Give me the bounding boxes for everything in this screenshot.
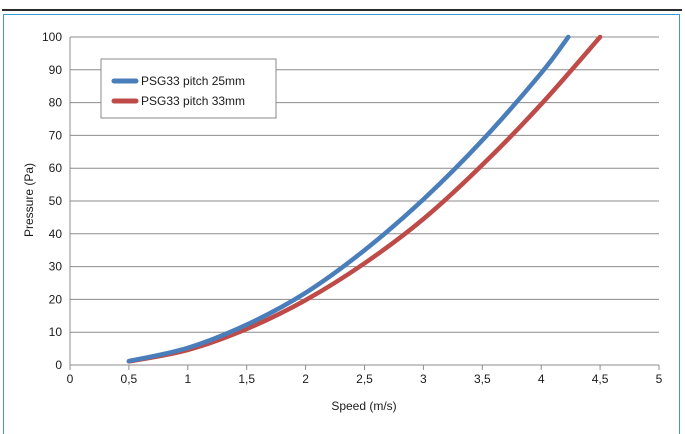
x-tick-label: 5 [656, 372, 663, 386]
x-tick-label: 2 [302, 372, 309, 386]
y-tick-label: 60 [49, 161, 63, 175]
x-axis-label: Speed (m/s) [331, 399, 396, 413]
x-tick-label: 2,5 [356, 372, 373, 386]
series-line-2 [126, 34, 603, 364]
y-tick-label: 80 [49, 96, 63, 110]
x-tick-label: 1 [184, 372, 191, 386]
x-tick-label: 4,5 [592, 372, 609, 386]
y-tick-label: 10 [49, 325, 63, 339]
legend-label-series-2: PSG33 pitch 33mm [141, 94, 245, 108]
axes [69, 37, 660, 370]
pressure-speed-chart: 0 0,5 1 1,5 2 2,5 3 3,5 4 4,5 5 0 10 20 30 40 50 60 70 80 9… [22, 30, 663, 413]
x-tick-label: 1,5 [238, 372, 255, 386]
legend: PSG33 pitch 25mm PSG33 pitch 33mm [100, 58, 277, 119]
x-tick-labels: 0 0,5 1 1,5 2 2,5 3 3,5 4 4,5 5 [67, 372, 663, 386]
series-lines [126, 34, 603, 364]
x-tick-label: 4 [538, 372, 545, 386]
y-tick-label: 90 [49, 63, 63, 77]
x-tick-label: 0 [67, 372, 74, 386]
y-tick-label: 40 [49, 227, 63, 241]
x-tick-label: 3 [420, 372, 427, 386]
y-tick-label: 50 [49, 194, 63, 208]
y-tick-label: 70 [49, 128, 63, 142]
y-tick-labels: 0 10 20 30 40 50 60 70 80 90 100 [42, 30, 62, 372]
y-axis-label: Pressure (Pa) [22, 163, 36, 237]
x-tick-label: 0,5 [121, 372, 138, 386]
x-tick-label: 3,5 [474, 372, 491, 386]
legend-label-series-1: PSG33 pitch 25mm [141, 74, 245, 88]
y-tick-label: 100 [42, 30, 62, 44]
figure-frame: 0 0,5 1 1,5 2 2,5 3 3,5 4 4,5 5 0 10 20 30 40 50 60 70 80 9… [2, 9, 682, 434]
y-tick-label: 30 [49, 260, 63, 274]
series-line-1 [126, 34, 571, 364]
y-tick-label: 20 [49, 292, 63, 306]
legend-box [100, 58, 277, 119]
y-tick-label: 0 [55, 358, 62, 372]
top-rule [2, 9, 682, 11]
